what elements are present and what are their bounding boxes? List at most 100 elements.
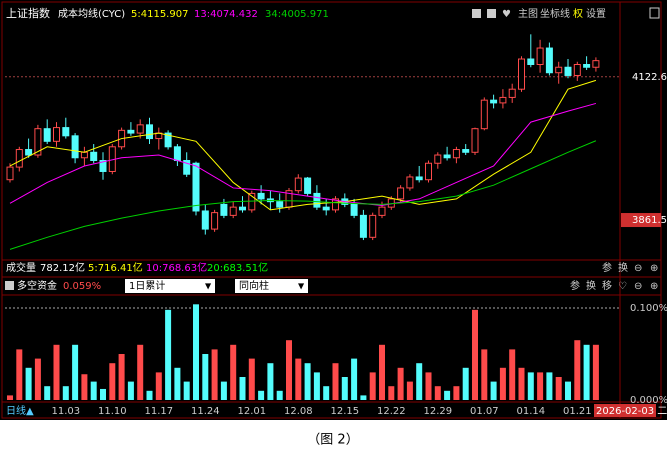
candle-body: [173, 146, 181, 162]
zoom-in[interactable]: ⊕: [650, 281, 658, 292]
bar: [341, 377, 348, 400]
x-tick-label: 11.17: [144, 406, 173, 417]
candle-body: [43, 128, 51, 142]
bar: [211, 349, 218, 400]
y-tick-label: 4122.6: [632, 72, 667, 83]
bar: [100, 388, 106, 400]
candle-body: [257, 192, 265, 200]
tool[interactable]: 设置: [586, 8, 606, 20]
candle-body: [304, 177, 312, 194]
x-tick-label: 11.24: [191, 406, 220, 417]
tool[interactable]: 参: [602, 261, 612, 274]
x-tick-label: 11.03: [51, 406, 80, 417]
y-tick-label: 3861.5: [632, 215, 667, 226]
candle-body: [164, 132, 172, 148]
candle-body: [136, 124, 144, 134]
tool[interactable]: 主图: [518, 8, 538, 20]
candle-body: [220, 203, 228, 216]
cursor-date: 2026-02-03 二: [596, 406, 667, 417]
candle-body: [127, 129, 135, 134]
dropdown-text: 同向柱: [239, 279, 269, 292]
candle-body: [499, 96, 507, 104]
bar: [537, 372, 544, 400]
candle-body: [359, 214, 367, 238]
legend-entry: 5:4115.907: [131, 9, 188, 20]
bar: [25, 367, 32, 400]
x-tick-label: 12.15: [330, 406, 359, 417]
bar: [267, 363, 274, 400]
candle-body: [564, 66, 572, 76]
candle-body: [406, 176, 414, 189]
candle-body: [99, 160, 107, 172]
candle-body: [573, 64, 581, 76]
zoom-out[interactable]: ⊖: [634, 281, 642, 292]
bar: [53, 344, 60, 400]
candle-body: [443, 154, 451, 159]
legend-entry: 34:4005.971: [265, 9, 329, 20]
ma-line: [9, 102, 597, 206]
tool[interactable]: 移: [602, 279, 612, 292]
bar: [323, 386, 330, 400]
tool[interactable]: 换: [586, 279, 596, 292]
bar: [453, 386, 460, 400]
bar: [351, 358, 358, 400]
candle-body: [592, 60, 600, 68]
zoom-out[interactable]: ⊖: [634, 263, 642, 274]
indicator-title: 多空资金: [17, 279, 57, 292]
caption: （图 2）: [307, 433, 358, 448]
dropdown-arrow: ▼: [298, 282, 305, 291]
candle-body: [25, 149, 33, 156]
toolbar-icons[interactable]: ♥: [472, 7, 660, 20]
bar: [34, 358, 41, 400]
candle-body: [201, 210, 209, 230]
svg-text:♥: ♥: [502, 9, 511, 20]
candle-body: [6, 166, 14, 181]
price-box: [621, 213, 661, 228]
candle-body: [518, 58, 525, 90]
bar: [202, 354, 209, 400]
tool[interactable]: 坐标线: [540, 7, 570, 20]
tool[interactable]: 换: [618, 261, 628, 274]
bar: [81, 374, 88, 400]
bar: [72, 344, 79, 400]
bar: [574, 340, 581, 400]
bar: [220, 381, 227, 400]
x-tick-label: 01.14: [516, 406, 545, 417]
candle-body: [71, 135, 79, 159]
candle-body: [545, 47, 553, 74]
candle-body: [239, 206, 246, 211]
tool[interactable]: 权: [573, 7, 583, 20]
bar: [360, 395, 367, 400]
candle-body: [452, 149, 460, 159]
x-tick-label: 12.08: [284, 406, 313, 417]
favorite[interactable]: ♡: [618, 281, 627, 292]
bar: [583, 344, 590, 400]
dropdown[interactable]: [235, 279, 308, 293]
x-tick-label: 12.22: [377, 406, 406, 417]
bar: [109, 363, 116, 400]
candle-body: [322, 206, 330, 211]
candle-body: [350, 203, 358, 216]
help-icon[interactable]: [5, 281, 14, 290]
candle-body: [146, 124, 153, 140]
candle-body: [369, 214, 377, 238]
candle-body: [62, 127, 70, 137]
bar: [592, 344, 599, 400]
zoom-in[interactable]: ⊕: [650, 263, 658, 274]
period[interactable]: 日线▲: [6, 404, 34, 417]
bar: [481, 349, 488, 400]
candle-body: [90, 151, 98, 162]
tool[interactable]: 参: [570, 279, 580, 292]
dropdown[interactable]: [125, 279, 215, 293]
bar: [230, 344, 237, 400]
y-tick-label: 0.100%: [630, 303, 667, 314]
x-tick-label: 01.07: [470, 406, 499, 417]
bar: [379, 344, 385, 400]
y-tick-label: 0.000%: [630, 395, 667, 406]
bar: [397, 367, 404, 400]
x-tick-label: 01.21: [563, 406, 592, 417]
candle-body: [415, 176, 423, 181]
bar: [313, 372, 320, 400]
candle-body: [508, 88, 516, 98]
ma-line: [9, 140, 597, 250]
